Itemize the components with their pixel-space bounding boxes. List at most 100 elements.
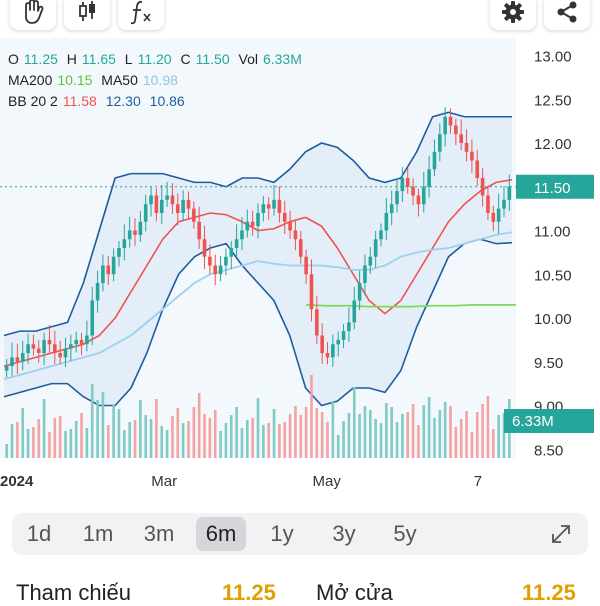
bollinger-band-area: [4, 112, 512, 406]
candle-body: [186, 199, 191, 209]
volume-bar: [433, 418, 436, 458]
volume-bar: [288, 414, 292, 458]
candle-body: [175, 204, 180, 213]
volume-tag-text: 6.33M: [512, 413, 554, 430]
period-selector: 1d 1m 3m 6m 1y 3y 5y: [12, 513, 588, 555]
candle-body: [79, 339, 84, 345]
bb-mid-value: 11.58: [62, 93, 97, 109]
candle-body: [293, 230, 298, 240]
candle-body: [454, 125, 458, 135]
candle-body: [31, 344, 36, 349]
volume-bar: [16, 422, 19, 458]
volume-bar: [475, 412, 479, 458]
candle-body: [197, 221, 201, 240]
candle-body: [470, 151, 474, 161]
expand-icon[interactable]: [548, 521, 574, 547]
open-price-label: Mở cửa: [316, 580, 393, 605]
period-1y[interactable]: 1y: [270, 521, 294, 546]
candle-body: [106, 265, 111, 275]
candle-body: [432, 151, 437, 170]
candle-body: [443, 116, 447, 135]
candle-body: [240, 230, 244, 240]
volume-bar: [454, 427, 458, 458]
bb-upper-value: 12.30: [105, 93, 141, 109]
chart-legend: O 11.25 H 11.65 L 11.20 C 11.50 Vol 6.33M MA2…: [8, 49, 307, 112]
volume-bar: [358, 414, 361, 458]
candle-body: [63, 348, 68, 358]
volume-bar: [256, 398, 260, 458]
candle-body: [256, 213, 260, 227]
function-icon[interactable]: [118, 0, 164, 30]
period-3m[interactable]: 3m: [143, 521, 175, 546]
chart-svg[interactable]: 13.0012.5012.0011.5011.0010.5010.009.509…: [0, 38, 600, 493]
period-1d[interactable]: 1d: [26, 521, 52, 546]
volume-bar: [481, 404, 484, 458]
y-tick-label: 12.50: [534, 92, 572, 109]
candle-body: [325, 353, 330, 358]
candle-body: [36, 348, 41, 353]
period-6m[interactable]: 6m: [196, 517, 246, 551]
candle-body: [154, 195, 159, 213]
volume-bar: [48, 432, 51, 458]
volume-bar: [465, 411, 468, 458]
candle-body: [373, 239, 378, 257]
volume-label: Vol: [238, 51, 258, 67]
candle-body: [42, 339, 46, 353]
volume-bar: [80, 413, 83, 458]
volume-bar: [267, 423, 270, 458]
gear-icon[interactable]: [490, 0, 536, 30]
volume-bar: [128, 422, 131, 458]
candlestick-icon[interactable]: [64, 0, 110, 30]
volume-bar: [101, 392, 105, 458]
volume-bar: [139, 400, 142, 458]
volume-bar: [486, 396, 490, 458]
ma50-value: 10.98: [142, 72, 178, 88]
volume-bar: [181, 423, 185, 458]
ma50-label: MA50: [101, 72, 138, 88]
candle-body: [58, 353, 62, 358]
open-value: 11.25: [23, 51, 58, 67]
price-chart[interactable]: 13.0012.5012.0011.5011.0010.5010.009.509…: [0, 38, 600, 493]
volume-bar: [299, 415, 303, 458]
volume-bar: [385, 403, 388, 458]
ma-row: MA200 10.15 MA50 10.98: [8, 70, 307, 91]
period-3y[interactable]: 3y: [332, 521, 356, 546]
candle-body: [245, 221, 250, 231]
candle-body: [331, 344, 335, 358]
candle-body: [363, 265, 367, 283]
volume-bar: [326, 422, 329, 458]
volume-bar: [304, 407, 308, 458]
volume-bar: [219, 431, 222, 458]
volume-bar: [26, 429, 30, 458]
volume-bar: [112, 405, 115, 458]
candle-body: [416, 195, 421, 205]
close-label: C: [180, 51, 191, 67]
hand-icon[interactable]: [10, 0, 56, 30]
volume-bar: [96, 400, 99, 458]
x-tick-label: Mar: [151, 473, 177, 490]
candle-body: [277, 199, 282, 213]
period-1m[interactable]: 1m: [82, 521, 114, 546]
last-price-tag: [516, 174, 594, 199]
volume-bar: [278, 424, 281, 458]
volume-bar: [331, 402, 335, 458]
candle-body: [341, 331, 346, 340]
candle-body: [347, 322, 351, 332]
candle-body: [304, 256, 308, 275]
volume-bar: [363, 406, 367, 458]
volume-value: 6.33M: [262, 51, 302, 67]
candle-body: [502, 199, 506, 209]
high-label: H: [66, 51, 77, 67]
bb-label: BB 20 2: [8, 93, 58, 109]
volume-bar: [246, 420, 249, 458]
candle-body: [165, 195, 169, 200]
share-icon[interactable]: [544, 0, 590, 30]
chart-toolbar: [0, 0, 600, 38]
volume-bar: [347, 413, 351, 458]
volume-bar: [310, 375, 313, 458]
candle-body: [133, 230, 137, 235]
volume-bar: [208, 418, 212, 458]
ma200-label: MA200: [8, 72, 53, 88]
period-5y[interactable]: 5y: [393, 521, 417, 546]
volume-bar: [491, 429, 495, 458]
